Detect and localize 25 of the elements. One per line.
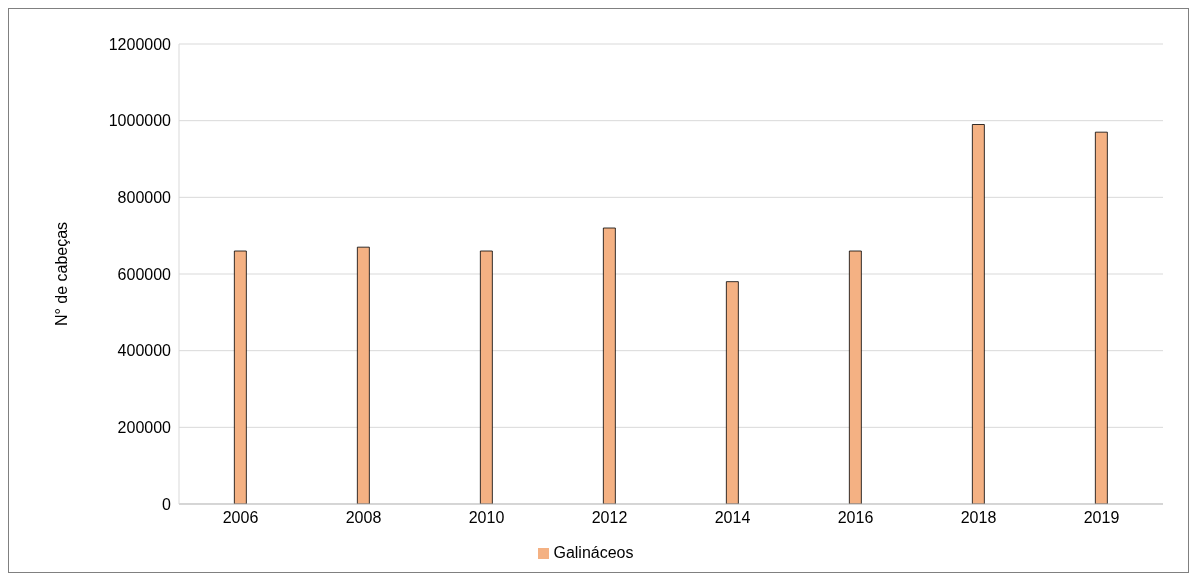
x-tick-label: 2012 bbox=[591, 509, 628, 527]
bar bbox=[356, 246, 370, 504]
y-axis-title: N° de cabeças bbox=[52, 221, 70, 327]
x-tick-label: 2010 bbox=[468, 509, 505, 527]
x-tick-label: 2014 bbox=[714, 509, 751, 527]
bar bbox=[848, 250, 862, 504]
bar bbox=[725, 281, 739, 504]
bar bbox=[971, 124, 985, 504]
bar bbox=[1094, 131, 1108, 504]
bar bbox=[602, 227, 616, 504]
bar bbox=[479, 250, 493, 504]
y-tick-label: 800000 bbox=[117, 189, 172, 207]
bar bbox=[233, 250, 247, 504]
x-tick-label: 2018 bbox=[960, 509, 997, 527]
x-tick-label: 2008 bbox=[345, 509, 382, 527]
x-tick-label: 2019 bbox=[1083, 509, 1120, 527]
y-tick-label: 1000000 bbox=[108, 112, 172, 130]
y-tick-label: 0 bbox=[162, 495, 172, 513]
y-tick-label: 1200000 bbox=[108, 35, 172, 53]
y-tick-label: 400000 bbox=[117, 342, 172, 360]
legend-label: Galináceos bbox=[553, 544, 634, 561]
y-tick-label: 600000 bbox=[117, 265, 172, 283]
x-tick-label: 2016 bbox=[837, 509, 874, 527]
x-tick-label: 2006 bbox=[222, 509, 259, 527]
y-tick-label: 200000 bbox=[117, 419, 172, 437]
